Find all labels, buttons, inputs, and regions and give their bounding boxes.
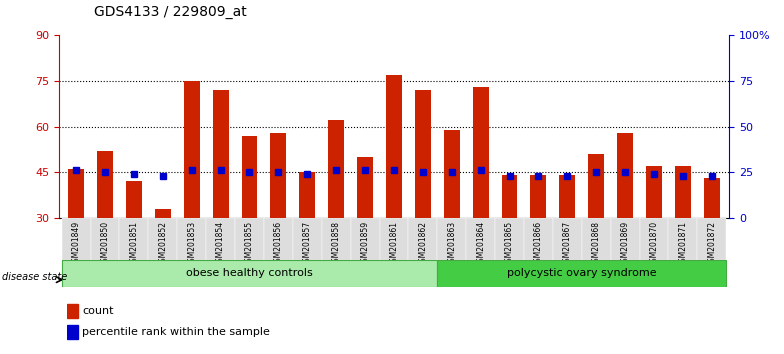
Bar <box>270 133 286 218</box>
Bar <box>531 175 546 218</box>
Text: GSM201872: GSM201872 <box>707 221 717 267</box>
Bar <box>559 175 575 218</box>
Bar <box>473 87 488 218</box>
Text: GSM201854: GSM201854 <box>216 221 225 267</box>
Bar <box>97 151 113 218</box>
Text: GSM201855: GSM201855 <box>245 221 254 267</box>
Bar <box>553 218 582 287</box>
Text: GSM201865: GSM201865 <box>505 221 514 267</box>
Bar <box>299 172 315 218</box>
Text: GSM201864: GSM201864 <box>476 221 485 267</box>
Text: GSM201867: GSM201867 <box>563 221 572 267</box>
Bar <box>126 181 142 218</box>
Bar <box>119 218 148 287</box>
Bar <box>640 218 669 287</box>
Bar <box>264 218 293 287</box>
Bar <box>155 209 171 218</box>
Text: GSM201866: GSM201866 <box>534 221 543 267</box>
Text: GSM201850: GSM201850 <box>100 221 110 267</box>
Text: count: count <box>82 306 114 316</box>
Bar <box>669 218 697 287</box>
Bar <box>212 90 229 218</box>
Text: GSM201862: GSM201862 <box>419 221 427 267</box>
Bar <box>466 218 495 287</box>
Bar <box>241 136 257 218</box>
Text: GSM201870: GSM201870 <box>649 221 659 267</box>
Text: GSM201853: GSM201853 <box>187 221 196 267</box>
Bar <box>675 166 691 218</box>
Bar <box>646 166 662 218</box>
Bar <box>62 260 437 287</box>
Text: GSM201851: GSM201851 <box>129 221 139 267</box>
Bar <box>502 175 517 218</box>
Bar <box>321 218 350 287</box>
Bar <box>704 178 720 218</box>
Bar <box>235 218 264 287</box>
Text: polycystic ovary syndrome: polycystic ovary syndrome <box>507 268 656 279</box>
Bar <box>379 218 408 287</box>
Text: GSM201849: GSM201849 <box>71 221 81 267</box>
Bar <box>91 218 119 287</box>
Bar <box>386 75 402 218</box>
Text: GSM201871: GSM201871 <box>678 221 688 267</box>
Bar <box>67 325 78 339</box>
Bar <box>62 218 91 287</box>
Bar <box>437 218 466 287</box>
Bar <box>358 157 373 218</box>
Text: GSM201859: GSM201859 <box>361 221 369 267</box>
Text: percentile rank within the sample: percentile rank within the sample <box>82 327 270 337</box>
Bar <box>68 169 84 218</box>
Text: GSM201856: GSM201856 <box>274 221 283 267</box>
Text: GSM201857: GSM201857 <box>303 221 312 267</box>
Bar <box>183 81 200 218</box>
Bar <box>437 260 726 287</box>
Text: GSM201852: GSM201852 <box>158 221 167 267</box>
Bar <box>697 218 726 287</box>
Bar <box>617 133 633 218</box>
Text: GDS4133 / 229809_at: GDS4133 / 229809_at <box>94 5 247 19</box>
Bar <box>444 130 459 218</box>
Text: GSM201861: GSM201861 <box>390 221 398 267</box>
Bar <box>328 120 344 218</box>
Bar <box>588 154 604 218</box>
Bar <box>177 218 206 287</box>
Text: GSM201869: GSM201869 <box>621 221 630 267</box>
Bar <box>495 218 524 287</box>
Bar <box>148 218 177 287</box>
Text: GSM201858: GSM201858 <box>332 221 341 267</box>
Bar <box>415 90 430 218</box>
Bar <box>350 218 379 287</box>
Bar <box>408 218 437 287</box>
Bar <box>611 218 640 287</box>
Bar <box>293 218 321 287</box>
Bar <box>524 218 553 287</box>
Bar <box>582 218 611 287</box>
Text: obese healthy controls: obese healthy controls <box>186 268 313 279</box>
Bar <box>67 304 78 318</box>
Bar <box>206 218 235 287</box>
Text: GSM201863: GSM201863 <box>447 221 456 267</box>
Text: disease state: disease state <box>2 272 67 282</box>
Text: GSM201868: GSM201868 <box>592 221 601 267</box>
